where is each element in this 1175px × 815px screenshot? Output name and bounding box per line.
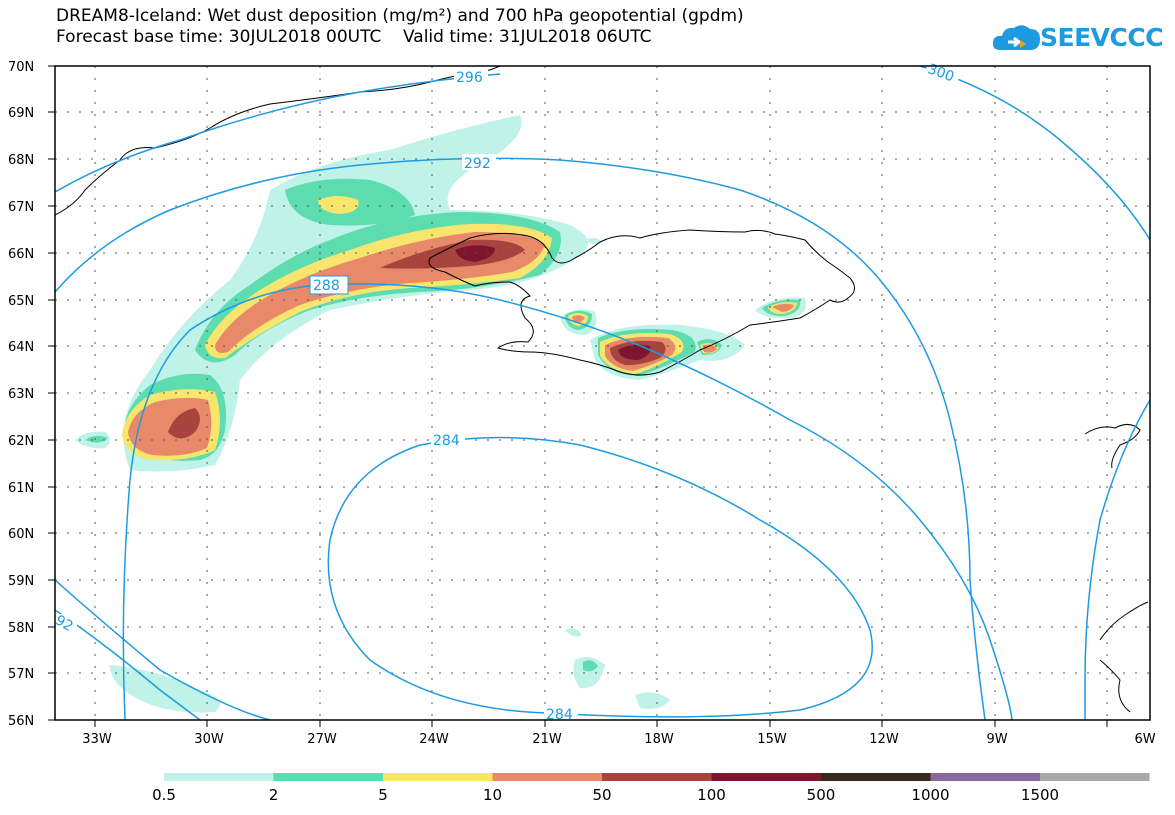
dust-area-light	[110, 665, 220, 713]
lon-label: 27W	[307, 732, 337, 747]
legend-swatch	[273, 773, 383, 781]
dust-area-5	[318, 196, 359, 214]
lat-label: 59N	[8, 574, 34, 589]
lat-label: 57N	[8, 667, 34, 682]
lon-label: 6W	[1134, 732, 1155, 747]
faroe-coast	[1084, 424, 1141, 469]
legend-swatch	[821, 773, 931, 781]
lat-label: 63N	[8, 387, 34, 402]
map-subtitle: Forecast base time: 30JUL2018 00UTC Vali…	[56, 27, 652, 47]
legend-label: 500	[806, 786, 836, 804]
lon-label: 30W	[194, 732, 224, 747]
lat-label: 60N	[8, 527, 34, 542]
contour-296	[55, 73, 501, 193]
axis-ticks	[48, 65, 1108, 727]
contour-label: 284	[546, 707, 573, 723]
legend-label: 10	[482, 786, 503, 804]
legend-label: 100	[697, 786, 726, 804]
dust-deposition-field	[75, 115, 806, 713]
lat-label: 56N	[8, 714, 34, 729]
legend-swatch	[164, 773, 274, 781]
legend-label: 5	[378, 786, 388, 804]
contour-284	[327, 436, 873, 718]
contour-lower-right	[55, 579, 271, 720]
dust-area-light	[565, 628, 582, 637]
contour-label: 288	[313, 278, 340, 294]
lat-label: 66N	[8, 247, 34, 262]
lat-label: 68N	[8, 153, 34, 168]
lat-label: 58N	[8, 621, 34, 636]
map-title: DREAM8-Iceland: Wet dust deposition (mg/…	[56, 6, 744, 26]
dust-area-50	[168, 408, 200, 439]
color-legend	[164, 773, 1150, 781]
lon-label: 24W	[419, 732, 449, 747]
lat-label: 62N	[8, 434, 34, 449]
contour-label: 292	[464, 156, 491, 172]
dust-area-2	[85, 435, 108, 443]
contour-right-288	[1084, 399, 1150, 720]
lat-label: 61N	[8, 481, 34, 496]
legend-swatch	[711, 773, 821, 781]
greenland-coast	[55, 66, 501, 216]
dust-area-light	[635, 692, 670, 709]
lon-label: 18W	[644, 732, 674, 747]
legend-label: 1000	[911, 786, 950, 804]
lon-label: 15W	[757, 732, 787, 747]
longitude-labels: 33W 30W 27W 24W 21W 18W 15W 12W 9W 6W	[82, 732, 1155, 747]
cloud-logo-icon	[992, 25, 1040, 50]
dust-area-10	[772, 303, 794, 312]
lon-label: 9W	[986, 732, 1007, 747]
coastlines	[55, 66, 1149, 713]
legend-swatch	[492, 773, 602, 781]
legend-label: 50	[592, 786, 612, 804]
legend-swatch	[930, 773, 1040, 781]
lon-label: 21W	[532, 732, 562, 747]
lon-label: 12W	[869, 732, 899, 747]
latitude-labels: 70N 69N 68N 67N 66N 65N 64N 63N 62N 61N …	[8, 60, 34, 729]
lat-label: 67N	[8, 200, 34, 215]
lat-label: 70N	[8, 60, 34, 75]
contour-label: 284	[433, 433, 460, 449]
logo-text: SEEVCCC	[1040, 23, 1164, 52]
contour-288	[122, 283, 1013, 720]
iceland-coast	[428, 229, 855, 376]
legend-label: 2	[268, 786, 279, 804]
contour-label: 300	[925, 61, 956, 85]
lat-label: 64N	[8, 340, 34, 355]
graticule	[55, 66, 1150, 720]
contour-300	[919, 66, 1150, 241]
contour-label: 92	[52, 612, 75, 635]
dust-area-10	[703, 344, 717, 353]
geopotential-contours	[55, 66, 1150, 720]
contour-292-lower	[55, 609, 201, 720]
dust-area-100	[618, 344, 651, 360]
contour-292	[55, 157, 986, 720]
dust-area-2	[583, 660, 598, 672]
scotland-coast	[1099, 601, 1149, 713]
lat-label: 65N	[8, 294, 34, 309]
dust-area-light	[585, 237, 602, 245]
legend-label: 0.5	[152, 786, 176, 804]
contour-label: 296	[456, 70, 483, 86]
lon-label: 33W	[82, 732, 112, 747]
legend-swatch	[383, 773, 493, 781]
lat-label: 69N	[8, 106, 34, 121]
legend-label: 1500	[1020, 786, 1060, 804]
legend-swatch	[602, 773, 712, 781]
legend-swatch	[1040, 773, 1150, 781]
contour-labels: 296 300 292 288 284 284 92	[52, 58, 962, 723]
dust-area-100	[455, 245, 495, 262]
